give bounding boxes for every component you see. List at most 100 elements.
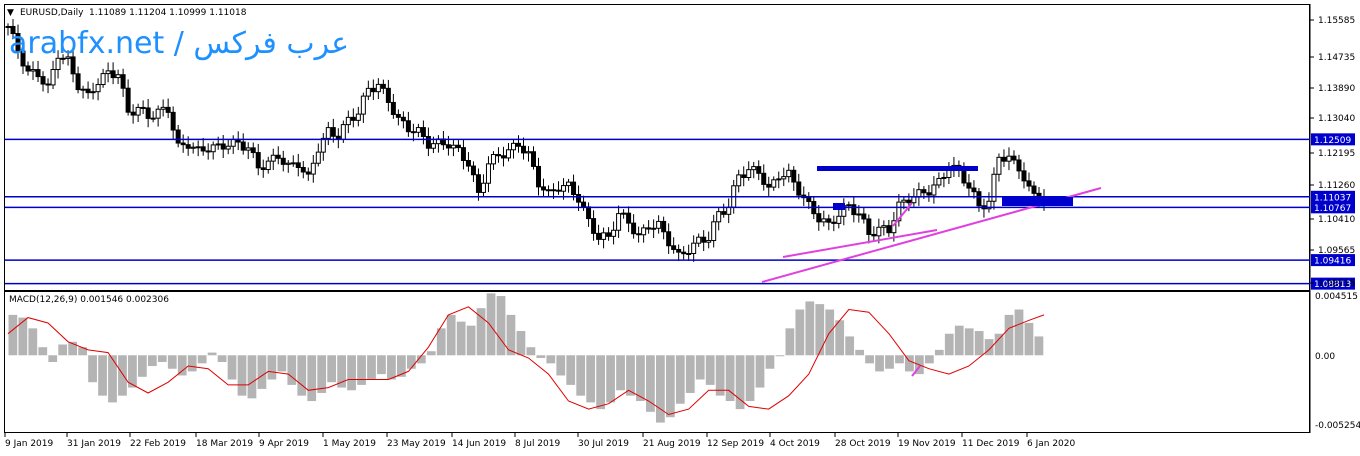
level-label: 1.09416 <box>1314 257 1351 267</box>
macd-bar <box>865 355 874 364</box>
candle-body <box>230 138 236 147</box>
candle-body <box>205 150 211 153</box>
macd-bar <box>476 308 486 356</box>
candle-body <box>55 57 61 71</box>
macd-bar <box>566 355 576 385</box>
candle-body <box>95 84 101 93</box>
candle-body <box>806 197 812 203</box>
candle-body <box>566 181 572 187</box>
y-tick-label: 1.15585 <box>1318 16 1355 26</box>
macd-bar <box>576 355 586 396</box>
macd-bar <box>596 355 605 410</box>
candle-body <box>155 108 161 119</box>
candle-body <box>60 57 66 60</box>
candle-body <box>385 87 391 103</box>
candle-body <box>656 220 662 229</box>
candle-body <box>611 229 617 237</box>
candle-body <box>505 149 511 159</box>
candle-body <box>315 151 321 164</box>
support-zone-box <box>1002 197 1073 206</box>
macd-bar <box>327 355 337 383</box>
macd-bar <box>536 355 546 358</box>
candle-body <box>931 184 937 196</box>
x-axis-ticks: 9 Jan 2019 31 Jan 2019 22 Feb 2019 18 Mar 2… <box>4 433 1075 449</box>
collapse-arrow-icon[interactable]: ▼ <box>7 8 14 18</box>
macd-bar <box>8 314 18 356</box>
candle-body <box>876 226 882 237</box>
candle-body <box>996 156 1002 175</box>
macd-bar <box>347 355 356 391</box>
candle-body <box>596 232 602 240</box>
candle-body <box>671 245 677 250</box>
candle-body <box>25 65 31 72</box>
candle-body <box>921 189 927 194</box>
macd-bar <box>446 314 456 356</box>
macd-bar <box>934 349 944 356</box>
macd-bar <box>167 355 177 369</box>
macd-bar <box>735 355 745 410</box>
candle-body <box>200 146 206 152</box>
macd-bar <box>805 301 815 356</box>
x-tick-label: 14 Jun 2019 <box>452 439 506 449</box>
level-label-box <box>1311 254 1355 267</box>
candle-body <box>561 185 567 192</box>
macd-bar <box>147 355 157 367</box>
macd-bar <box>656 355 665 423</box>
candle-body <box>190 146 196 149</box>
candle-body <box>971 187 977 193</box>
candle-body <box>300 167 306 173</box>
macd-bar <box>88 355 97 383</box>
macd-bar <box>377 355 386 375</box>
candle-body <box>836 215 842 224</box>
candle-body <box>515 142 521 147</box>
candle-body <box>260 167 266 171</box>
macd-bar <box>1014 309 1024 356</box>
macd-bar <box>616 355 625 391</box>
x-tick-label: 22 Feb 2019 <box>130 439 186 449</box>
candle-body <box>576 193 582 203</box>
macd-series <box>7 293 1045 423</box>
candle-body <box>691 242 697 254</box>
candle-body <box>215 143 221 146</box>
candle-body <box>185 144 191 149</box>
candle-body <box>586 206 592 220</box>
macd-bar <box>257 355 267 389</box>
candle-body <box>425 135 431 149</box>
candle-body <box>345 116 351 126</box>
trendline-short <box>892 202 913 227</box>
macd-bar <box>78 347 87 356</box>
macd-bar <box>48 355 58 362</box>
macd-y-tick-label: 0.00 <box>1315 352 1335 362</box>
candle-body <box>686 252 692 255</box>
candle-body <box>651 227 657 230</box>
candle-body <box>250 147 256 154</box>
macd-bar <box>994 333 1004 356</box>
candle-body <box>556 189 562 192</box>
macd-bar <box>277 355 287 372</box>
candle-body <box>666 231 672 247</box>
x-tick-label: 9 Jan 2019 <box>5 439 53 449</box>
y-tick-label: 1.13890 <box>1318 84 1355 94</box>
candle-body <box>360 95 366 115</box>
macd-bar <box>1024 322 1034 356</box>
candle-body <box>305 171 311 175</box>
candle-body <box>465 159 471 167</box>
candle-body <box>1016 159 1022 172</box>
trendline-upper <box>782 229 938 258</box>
level-label-box <box>1311 201 1355 214</box>
candle-body <box>786 169 792 178</box>
candle-body <box>445 144 451 149</box>
macd-bar <box>924 355 934 364</box>
candle-body <box>591 218 597 234</box>
macd-bar <box>227 355 237 380</box>
candle-body <box>340 124 346 140</box>
y-tick-label: 1.12195 <box>1318 149 1355 159</box>
candle-body <box>85 88 91 94</box>
macd-title: MACD(12,26,9) 0.001546 0.002306 <box>9 295 169 305</box>
candle-body <box>120 74 126 89</box>
candle-body <box>350 116 356 121</box>
candle-body <box>395 113 401 118</box>
macd-bar <box>237 355 247 396</box>
macd-bar <box>636 355 645 402</box>
candle-body <box>626 212 632 224</box>
